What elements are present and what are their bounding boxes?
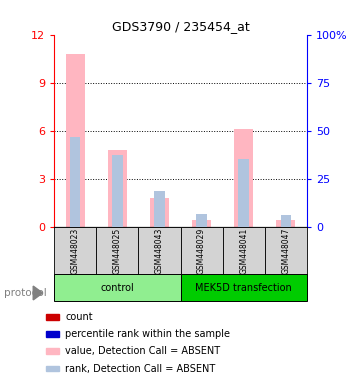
Bar: [45, 348, 59, 354]
Bar: [112, 155, 123, 227]
Text: GSM448023: GSM448023: [71, 227, 80, 274]
Bar: [45, 366, 59, 371]
Text: GSM448041: GSM448041: [239, 227, 248, 274]
Text: protocol: protocol: [4, 288, 46, 298]
Text: GSM448025: GSM448025: [113, 227, 122, 274]
Polygon shape: [33, 286, 43, 300]
Text: value, Detection Call = ABSENT: value, Detection Call = ABSENT: [65, 346, 221, 356]
Text: count: count: [65, 312, 93, 322]
FancyBboxPatch shape: [180, 227, 223, 275]
Text: percentile rank within the sample: percentile rank within the sample: [65, 329, 230, 339]
Bar: [66, 54, 85, 227]
FancyBboxPatch shape: [54, 274, 180, 301]
Bar: [234, 129, 253, 227]
FancyBboxPatch shape: [96, 227, 138, 275]
Text: control: control: [100, 283, 134, 293]
Bar: [154, 192, 165, 227]
Title: GDS3790 / 235454_at: GDS3790 / 235454_at: [112, 20, 249, 33]
FancyBboxPatch shape: [223, 227, 265, 275]
FancyBboxPatch shape: [265, 227, 307, 275]
Bar: [238, 159, 249, 227]
Bar: [280, 215, 291, 227]
FancyBboxPatch shape: [180, 274, 307, 301]
Bar: [276, 220, 295, 227]
Bar: [196, 214, 207, 227]
FancyBboxPatch shape: [138, 227, 180, 275]
Text: GSM448029: GSM448029: [197, 227, 206, 274]
Bar: [70, 137, 81, 227]
Bar: [45, 331, 59, 337]
Text: rank, Detection Call = ABSENT: rank, Detection Call = ABSENT: [65, 364, 216, 374]
Bar: [150, 198, 169, 227]
Text: GSM448047: GSM448047: [281, 227, 290, 274]
Text: GSM448043: GSM448043: [155, 227, 164, 274]
Text: MEK5D transfection: MEK5D transfection: [195, 283, 292, 293]
Bar: [108, 150, 127, 227]
Bar: [45, 314, 59, 320]
FancyBboxPatch shape: [54, 227, 96, 275]
Bar: [192, 220, 211, 227]
